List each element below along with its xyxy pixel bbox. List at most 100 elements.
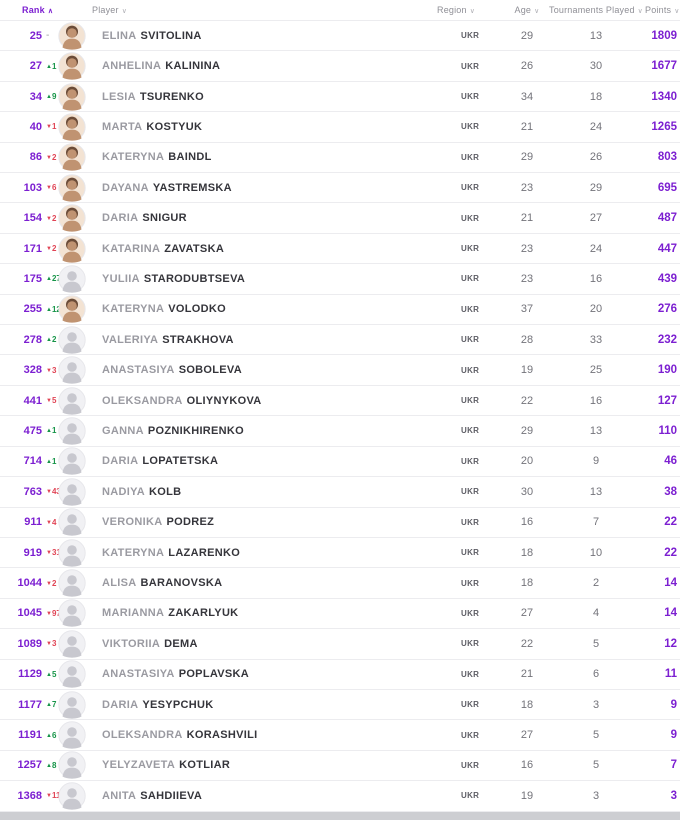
rank-value: 34 [29,90,42,103]
player-name[interactable]: Veronika Podrez [92,516,437,528]
player-row[interactable]: 1368 ▼11 Anita Sahdiieva UKR 19 3 3 [0,781,680,812]
player-name[interactable]: Lesia Tsurenko [92,91,437,103]
rank-change: ▲1 [42,426,58,435]
rank-change: ▼3 [42,639,58,648]
column-header-age[interactable]: Age ∨ [507,5,547,15]
rank-change: ▲8 [42,761,58,770]
player-region: UKR [437,455,507,467]
player-age: 18 [520,698,534,711]
player-tournaments: 29 [589,181,603,194]
rank-change-value: - [46,30,50,42]
player-row[interactable]: 919 ▼31 Kateryna Lazarenko UKR 18 10 22 [0,537,680,569]
player-name[interactable]: Dayana Yastremska [92,182,437,194]
column-header-region[interactable]: Region ∨ [437,5,507,15]
player-last-name: Yesypchuk [142,698,214,711]
player-points: 1340 [651,90,677,103]
player-row[interactable]: 86 ▼2 Kateryna Baindl UKR 29 26 803 [0,142,680,174]
rank-change: ▲27 [42,274,61,283]
player-region: UKR [437,30,507,42]
player-name[interactable]: Marianna Zakarlyuk [92,607,437,619]
player-row[interactable]: 103 ▼6 Dayana Yastremska UKR 23 29 695 [0,173,680,204]
player-name[interactable]: Yelyzaveta Kotliar [92,759,437,771]
player-row[interactable]: 1089 ▼3 Viktoriia Dema UKR 22 5 12 [0,629,680,660]
player-name[interactable]: Nadiya Kolb [92,486,437,498]
player-name[interactable]: Anastasiya Poplavska [92,668,437,680]
column-header-rank[interactable]: Rank ∧ [0,5,58,15]
player-row[interactable]: 763 ▼43 Nadiya Kolb UKR 30 13 38 [0,477,680,508]
player-name[interactable]: Elina Svitolina [92,30,437,42]
column-header-tournaments[interactable]: Tournaments Played ∨ [547,5,645,15]
player-last-name: Kalinina [165,60,221,73]
player-name[interactable]: Daria Lopatetska [92,455,437,467]
player-name[interactable]: Katarina Zavatska [92,243,437,255]
rank-change-arrow-icon: ▲ [46,276,52,283]
column-header-points[interactable]: Points ∨ [645,5,680,15]
player-name[interactable]: Oleksandra Korashvili [92,729,437,741]
player-name[interactable]: Anhelina Kalinina [92,60,437,72]
player-age: 22 [520,637,534,650]
region-code: UKR [461,669,480,679]
player-name[interactable]: Viktoriia Dema [92,638,437,650]
player-name[interactable]: Valeriya Strakhova [92,334,437,346]
page-background-strip [0,812,680,820]
player-name[interactable]: Ganna Poznikhirenko [92,425,437,437]
ukraine-flag-icon [437,151,455,163]
player-name[interactable]: Anita Sahdiieva [92,790,437,802]
ukraine-flag-icon [437,425,455,437]
player-first-name: Marta [102,120,143,133]
player-points: 276 [657,303,677,316]
player-name[interactable]: Kateryna Lazarenko [92,547,437,559]
player-name[interactable]: Yuliia Starodubtseva [92,273,437,285]
player-row[interactable]: 714 ▲1 Daria Lopatetska UKR 20 9 46 [0,446,680,478]
rank-change: ▼11 [42,791,60,800]
player-name[interactable]: Alisa Baranovska [92,577,437,589]
player-row[interactable]: 25 - Elina Svitolina UKR 29 13 1809 [0,21,680,52]
player-row[interactable]: 171 ▼2 Katarina Zavatska UKR 23 24 447 [0,233,680,265]
ukraine-flag-icon [437,638,455,650]
player-row[interactable]: 475 ▲1 Ganna Poznikhirenko UKR 29 13 110 [0,416,680,447]
player-row[interactable]: 1044 ▼2 Alisa Baranovska UKR 18 2 14 [0,568,680,599]
player-first-name: Anastasiya [102,364,175,377]
player-tournaments: 10 [589,546,603,559]
player-first-name: Valeriya [102,333,159,346]
player-name[interactable]: Marta Kostyuk [92,121,437,133]
player-row[interactable]: 911 ▼4 Veronika Podrez UKR 16 7 22 [0,507,680,538]
player-row[interactable]: 154 ▼2 Daria Snigur UKR 21 27 487 [0,203,680,234]
player-row[interactable]: 1129 ▲5 Anastasiya Poplavska UKR 21 6 11 [0,659,680,690]
player-name[interactable]: Daria Snigur [92,212,437,224]
player-row[interactable]: 1257 ▲8 Yelyzaveta Kotliar UKR 16 5 7 [0,750,680,782]
player-row[interactable]: 441 ▼5 Oleksandra Oliynykova UKR 22 16 12… [0,385,680,417]
player-name[interactable]: Kateryna Volodko [92,303,437,315]
player-points: 190 [657,364,677,377]
player-row[interactable]: 175 ▲27 Yuliia Starodubtseva UKR 23 16 43… [0,264,680,295]
player-row[interactable]: 34 ▲9 Lesia Tsurenko UKR 34 18 1340 [0,81,680,113]
player-name[interactable]: Oleksandra Oliynykova [92,395,437,407]
player-age: 34 [520,90,534,103]
player-tournaments: 5 [592,759,600,772]
region-code: UKR [461,213,480,223]
player-row[interactable]: 40 ▼1 Marta Kostyuk UKR 21 24 1265 [0,112,680,143]
player-row[interactable]: 255 ▲12 Kateryna Volodko UKR 37 20 276 [0,294,680,326]
player-row[interactable]: 278 ▲2 Valeriya Strakhova UKR 28 33 232 [0,325,680,356]
rank-value: 86 [29,151,42,164]
rank-change-arrow-icon: ▲ [46,94,52,101]
player-last-name: Strakhova [162,333,234,346]
player-name[interactable]: Daria Yesypchuk [92,699,437,711]
player-row[interactable]: 328 ▼3 Anastasiya Soboleva UKR 19 25 190 [0,355,680,386]
rank-value: 1089 [17,637,42,650]
player-last-name: Baindl [168,151,212,164]
player-name[interactable]: Anastasiya Soboleva [92,364,437,376]
player-points: 439 [657,272,677,285]
player-region: UKR [437,759,507,771]
player-last-name: Poznikhirenko [147,424,245,437]
column-header-player[interactable]: Player ∨ [92,5,437,15]
rank-value: 25 [29,29,42,42]
player-row[interactable]: 1191 ▲6 Oleksandra Korashvili UKR 27 5 9 [0,720,680,751]
player-row[interactable]: 1045 ▼97 Marianna Zakarlyuk UKR 27 4 14 [0,598,680,630]
player-row[interactable]: 1177 ▲7 Daria Yesypchuk UKR 18 3 9 [0,689,680,721]
ukraine-flag-icon [437,243,455,255]
player-region: UKR [437,334,507,346]
player-row[interactable]: 27 ▲1 Anhelina Kalinina UKR 26 30 1677 [0,51,680,82]
player-name[interactable]: Kateryna Baindl [92,151,437,163]
player-region: UKR [437,486,507,498]
